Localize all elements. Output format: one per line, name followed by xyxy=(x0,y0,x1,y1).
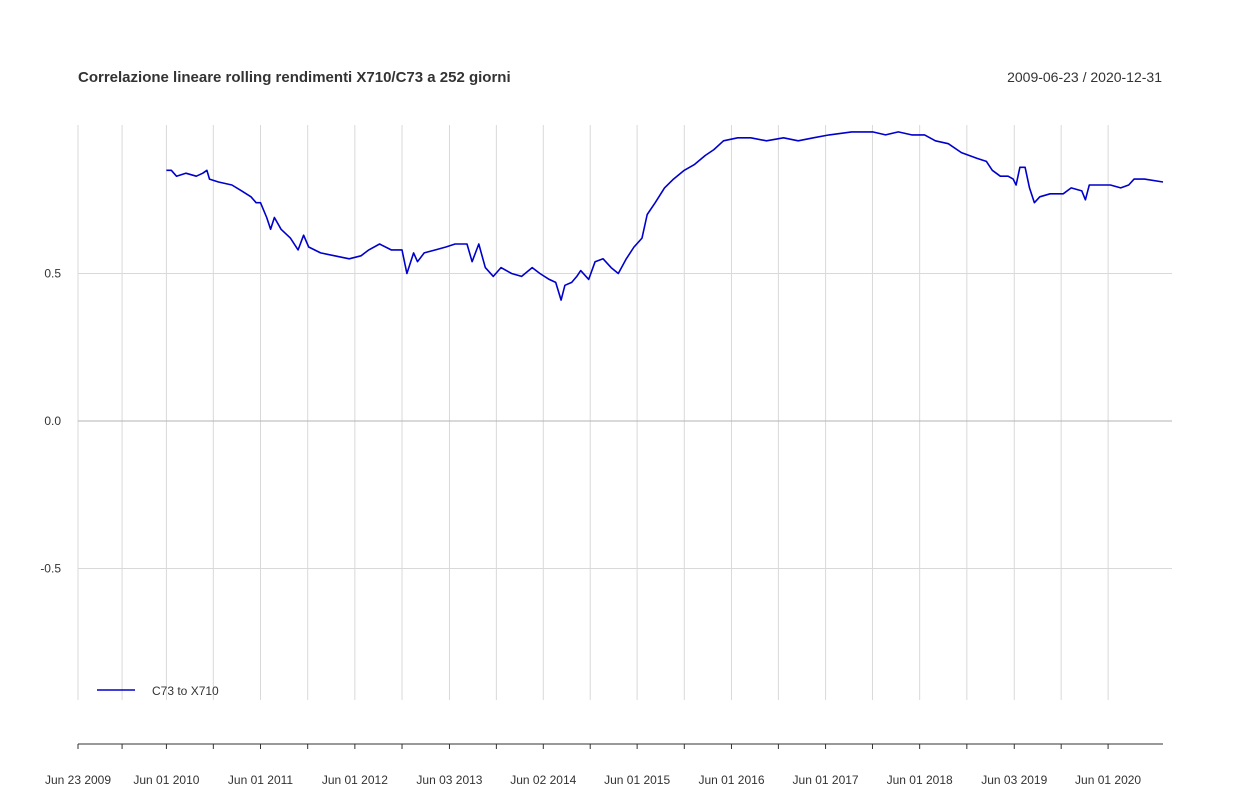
x-tick-label: Jun 01 2010 xyxy=(133,773,199,787)
x-tick-label: Jun 01 2017 xyxy=(793,773,859,787)
x-tick-label: Jun 03 2019 xyxy=(981,773,1047,787)
x-tick-label: Jun 01 2015 xyxy=(604,773,670,787)
x-tick-label: Jun 01 2018 xyxy=(887,773,953,787)
y-tick-label: 0.0 xyxy=(44,414,61,428)
x-tick-label: Jun 01 2012 xyxy=(322,773,388,787)
y-axis-labels: 0.5 0.0 -0.5 xyxy=(40,267,61,576)
x-tick-label: Jun 01 2020 xyxy=(1075,773,1141,787)
chart-legend: C73 to X710 xyxy=(97,684,219,698)
x-axis: Jun 23 2009 Jun 01 2010 Jun 01 2011 Jun 01 … xyxy=(45,743,1163,787)
y-gridlines xyxy=(78,273,1172,569)
series-line xyxy=(166,131,1164,301)
x-tick-label: Jun 02 2014 xyxy=(510,773,576,787)
y-tick-label: 0.5 xyxy=(44,267,61,281)
legend-label: C73 to X710 xyxy=(152,684,219,698)
x-gridlines xyxy=(77,125,1109,700)
y-tick-label: -0.5 xyxy=(40,562,61,576)
x-tick-label: Jun 03 2013 xyxy=(416,773,482,787)
series-layer xyxy=(166,131,1164,301)
x-tick-label: Jun 01 2011 xyxy=(228,773,293,787)
chart-title: Correlazione lineare rolling rendimenti … xyxy=(78,69,511,86)
x-tick-label: Jun 23 2009 xyxy=(45,773,111,787)
chart-date-range: 2009-06-23 / 2020-12-31 xyxy=(1007,69,1162,85)
x-tick-label: Jun 01 2016 xyxy=(698,773,764,787)
